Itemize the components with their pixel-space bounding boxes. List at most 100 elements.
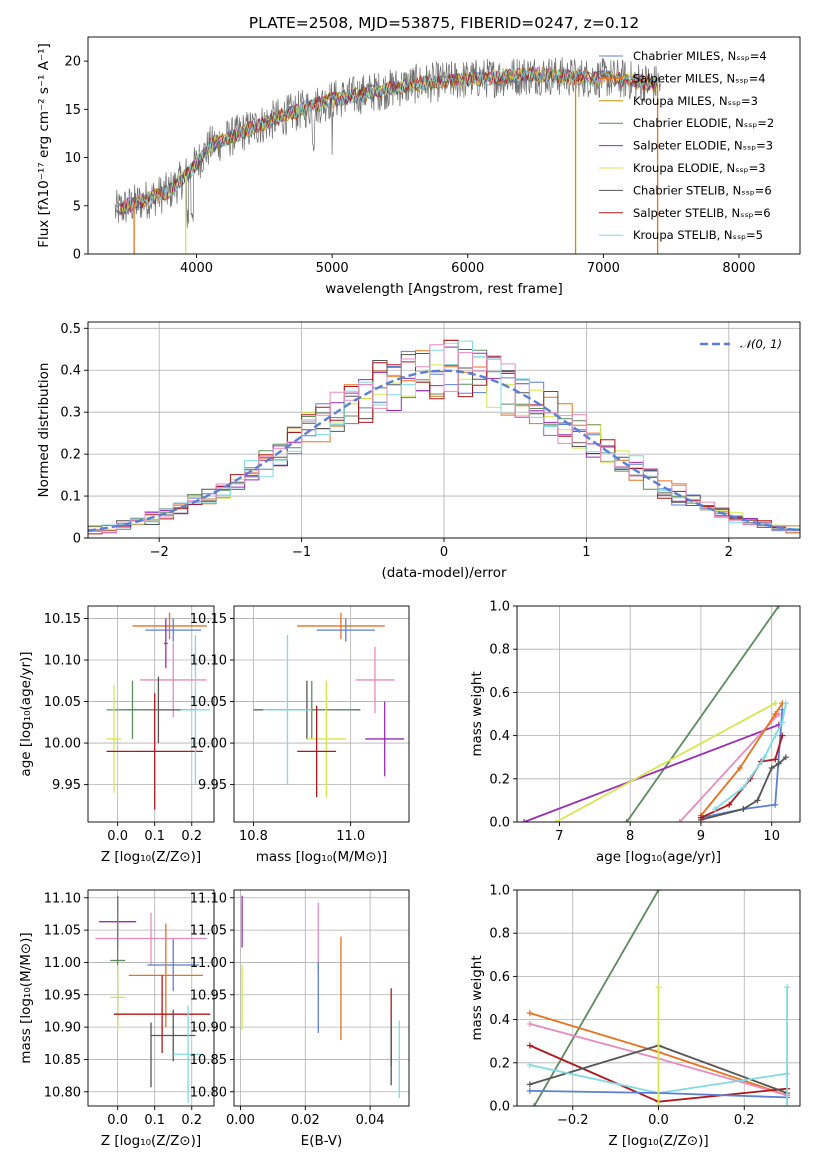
weight-marker [736,765,743,771]
y-tick-label: 0.4 [60,364,81,379]
x-tick-label: 7 [555,829,563,844]
plot-area [253,612,405,798]
y-tick-label: 10.05 [190,695,227,710]
y-tick-label: 0.3 [60,406,81,421]
legend-label: 𝒩(0, 1) [740,337,782,351]
weight-marker [761,754,768,761]
x-axis-label: mass [log₁₀(M/M⊙)] [256,849,387,865]
y-tick-label: 10.90 [44,1021,81,1036]
weight-line [700,756,787,821]
y-tick-label: 20 [64,55,81,70]
y-axis-label: mass weight [469,671,485,756]
plot-frame [233,889,410,1107]
weight-marker [772,756,779,763]
y-tick-label: 10.10 [190,654,227,669]
y-tick-label: 0.5 [60,322,81,337]
x-tick-label: 0.0 [648,1113,669,1128]
x-tick-label: −2 [150,545,169,560]
y-tick-label: 10.90 [190,1021,227,1036]
y-tick-label: 0.8 [489,927,510,942]
x-tick-label: 0.00 [226,1113,255,1128]
x-tick-label: 0.1 [144,1113,165,1128]
y-tick-label: 9.95 [198,778,227,793]
chart-weight_vs_Z: −0.2 0.0 0.2 0.0 0.2 0.4 0.6 0.8 1.0 Z [log₁₀(Z/Z… [469,884,801,1149]
chart-mass_vs_EBV: 0.00 0.02 0.04 10.80 10.85 10.90 10.95 11.00 11.… [190,889,410,1149]
weight-line [714,703,787,810]
weight-line [523,723,780,822]
y-tick-label: 0.8 [489,643,510,658]
spectrum-data-line [114,57,661,228]
weight-marker [531,1103,538,1106]
weight-marker [779,732,786,739]
x-tick-label: 8000 [722,261,755,276]
x-axis-label: wavelength [Angstrom, rest frame] [325,281,563,297]
y-tick-label: 11.05 [44,924,81,939]
weight-line [555,702,776,822]
weight-marker [740,784,747,791]
chart-mass_vs_Z: 0.0 0.1 0.2 10.80 10.85 10.90 10.95 11.00 11.05 1… [18,889,215,1149]
weight-marker [779,719,786,726]
x-tick-label: 0.0 [107,829,128,844]
y-tick-label: 10.10 [44,654,81,669]
plot-area [521,606,789,822]
weight-marker [775,760,782,767]
chart-spectrum: Chabrier MILES, Nₛₛₚ=4 Salpeter MILES, Nₛ… [36,14,801,297]
x-tick-label: −0.2 [557,1113,589,1128]
x-axis-label: Z [log₁₀(Z/Z⊙)] [608,1133,708,1149]
y-tick-label: 0.6 [489,970,510,985]
y-tick-label: 0.2 [489,1056,510,1071]
y-tick-label: 1.0 [489,600,510,615]
plot-frame [516,605,801,823]
y-tick-label: 0.6 [489,686,510,701]
x-tick-label: 0.2 [181,1113,202,1128]
weight-marker [552,819,559,822]
x-axis-label: E(B-V) [301,1133,343,1149]
y-tick-label: 5 [73,199,81,214]
y-tick-label: 10.95 [44,988,81,1003]
x-tick-label: 4000 [180,261,213,276]
x-tick-label: 9 [697,829,705,844]
plot-frame [87,889,215,1107]
x-tick-label: 5000 [316,261,349,276]
y-tick-label: 0 [73,532,81,547]
weight-marker [526,1020,533,1027]
x-axis-label: Z [log₁₀(Z/Z⊙)] [101,1133,201,1149]
legend-label: Kroupa ELODIE, Nₛₛₚ=3 [633,161,766,175]
y-tick-label: 10.15 [44,612,81,627]
plot-frame [87,36,801,255]
weight-marker [655,984,662,991]
y-axis-label: age [log₁₀(age/yr)] [18,651,34,776]
weight-marker [526,1042,533,1049]
chart-age_vs_mass: 10.8 11.0 9.95 10.00 10.05 10.10 10.15 mass [lo… [190,605,410,865]
plot-area [106,612,211,810]
y-tick-label: 15 [64,103,81,118]
weight-line [625,606,780,822]
y-tick-label: 0.0 [489,1100,510,1115]
weight-marker [676,819,683,822]
plot-area [114,57,661,254]
x-tick-label: −1 [292,545,311,560]
legend-label: Salpeter ELODIE, Nₛₛₚ=3 [633,139,773,153]
y-axis-label: Normed distribution [36,363,52,498]
weight-marker [526,1010,533,1017]
y-tick-label: 0.0 [489,816,510,831]
weight-marker [782,754,789,761]
y-tick-label: 10.80 [44,1085,81,1100]
legend-label: Chabrier MILES, Nₛₛₚ=4 [633,49,767,63]
x-tick-label: 0.1 [144,829,165,844]
weight-marker [754,797,761,804]
x-tick-label: 0 [440,545,448,560]
x-tick-label: 10 [763,829,780,844]
spectrum-model-line [121,67,658,214]
y-tick-label: 0.2 [489,772,510,787]
y-tick-label: 10.85 [190,1053,227,1068]
weight-line [700,702,784,817]
y-tick-label: 11.00 [44,956,81,971]
weight-marker [623,819,630,822]
weight-line [679,713,780,822]
legend-label: Kroupa MILES, Nₛₛₚ=3 [633,94,758,108]
plot-frame [87,605,215,823]
x-tick-label: 0.2 [181,829,202,844]
y-tick-label: 0.4 [489,729,510,744]
plot-area [241,895,400,1099]
